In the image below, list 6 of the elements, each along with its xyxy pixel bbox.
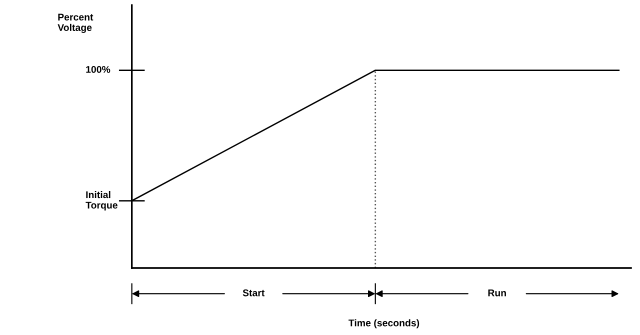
text: Percent Voltage [58, 14, 94, 33]
text: Run [488, 290, 506, 296]
text: Initial Torque [86, 191, 118, 211]
text: Time (seconds) [348, 319, 420, 328]
text: Start [242, 289, 265, 296]
text: 100% [86, 66, 110, 73]
